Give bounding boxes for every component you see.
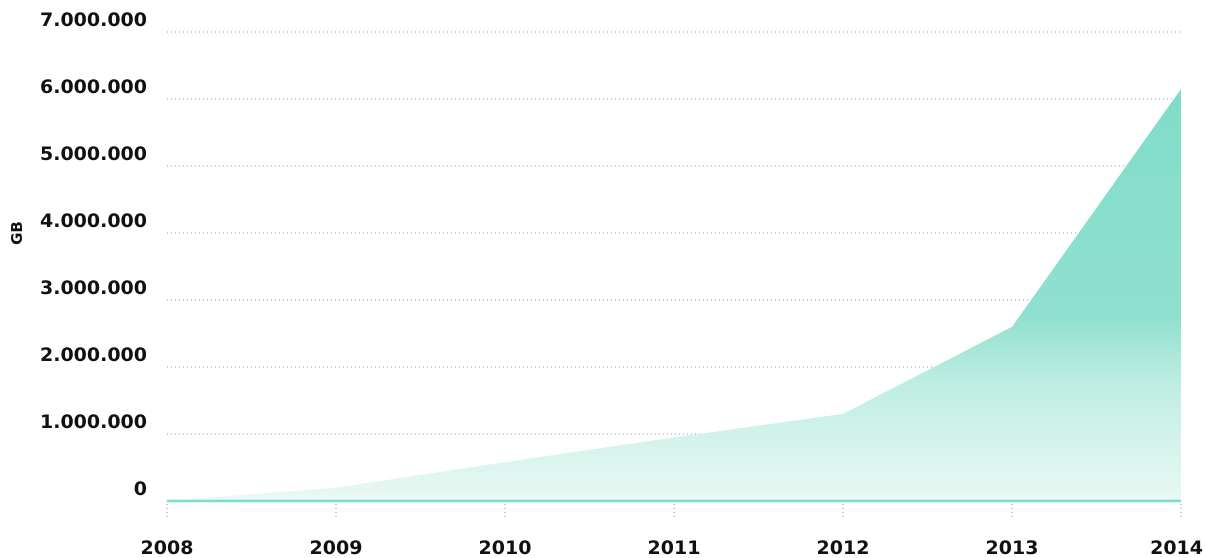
x-tick-label: 2012 [817, 537, 870, 558]
x-tick-label: 2013 [986, 537, 1039, 558]
area-fill [167, 88, 1181, 501]
y-tick-label: 3.000.000 [40, 277, 147, 299]
area-series [167, 88, 1181, 501]
y-tick-label: 5.000.000 [40, 143, 147, 165]
y-tick-label: 1.000.000 [40, 411, 147, 433]
y-axis-title: GB [8, 221, 26, 245]
x-tick-label: 2008 [141, 537, 194, 558]
y-tick-label: 2.000.000 [40, 344, 147, 366]
y-tick-label: 7.000.000 [40, 9, 147, 31]
x-tick-label: 2014 [1150, 537, 1203, 558]
x-tick-label: 2011 [648, 537, 701, 558]
x-tick-label: 2010 [479, 537, 532, 558]
y-tick-label: 0 [134, 478, 147, 500]
x-tick-label: 2009 [310, 537, 363, 558]
axes: 0 1.000.000 2.000.000 3.000.000 4.000.000 5.0… [40, 9, 1203, 558]
y-tick-label: 6.000.000 [40, 76, 147, 98]
y-tick-label: 4.000.000 [40, 210, 147, 232]
